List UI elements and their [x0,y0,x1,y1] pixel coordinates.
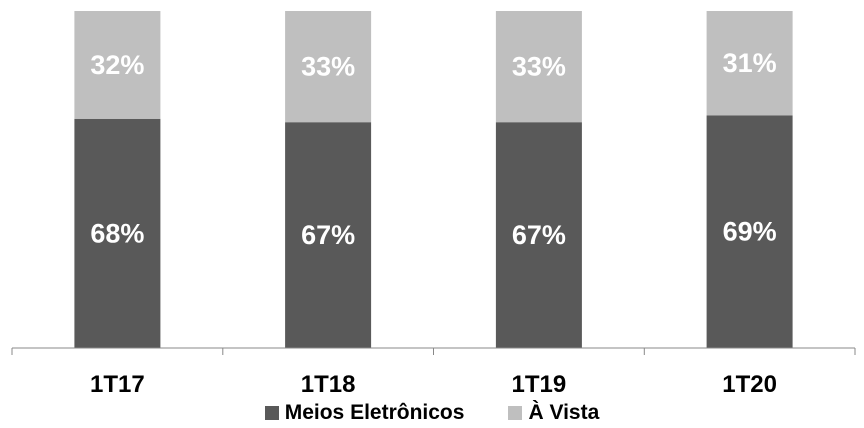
legend-swatch-a-vista [508,406,523,420]
bar-meios-eletronicos-1t17 [74,118,161,348]
bar-meios-eletronicos-1t18 [285,122,372,348]
legend-label-a-vista: À Vista [528,401,600,424]
data-label-meios-eletronicos-1t17: 68% [90,218,144,248]
bar-a-vista-1t19 [495,11,582,123]
legend-item-meios-eletronicos: Meios Eletrônicos [264,401,465,425]
data-label-a-vista-1t19: 33% [512,52,566,82]
bar-a-vista-1t20 [706,11,793,116]
x-tick-label-1t20: 1T20 [722,371,777,398]
labels-layer: 68% 32% 1T17 67% 33% 1T18 67% 33% 1T19 69% 31% 1T20 [90,48,777,398]
x-axis [11,347,856,355]
legend-label-meios-eletronicos: Meios Eletrônicos [284,401,465,424]
bars-layer [74,11,793,348]
bar-a-vista-1t18 [285,11,372,123]
legend-swatch-meios-eletronicos [264,406,279,420]
bar-a-vista-1t17 [74,11,161,119]
x-tick-label-1t18: 1T18 [301,371,356,398]
x-tick-label-1t17: 1T17 [90,371,145,398]
data-label-a-vista-1t17: 32% [90,50,144,80]
data-label-meios-eletronicos-1t20: 69% [723,217,777,247]
legend-item-a-vista: À Vista [508,401,599,425]
data-label-a-vista-1t18: 33% [301,52,355,82]
data-label-meios-eletronicos-1t18: 67% [301,220,355,250]
legend: Meios Eletrônicos À Vista [0,399,864,427]
bar-meios-eletronicos-1t20 [706,115,793,348]
x-tick-label-1t19: 1T19 [512,371,567,398]
bar-meios-eletronicos-1t19 [495,122,582,348]
data-label-a-vista-1t20: 31% [723,48,777,78]
data-label-meios-eletronicos-1t19: 67% [512,220,566,250]
